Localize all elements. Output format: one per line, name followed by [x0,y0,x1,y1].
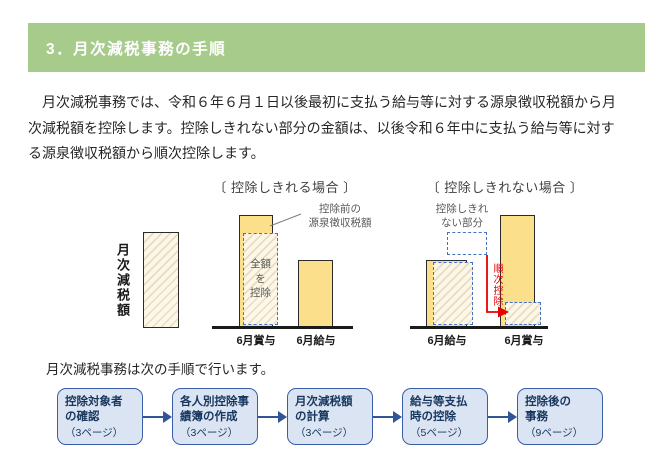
overlay-text-line-3: 控除 [250,287,271,300]
flow-arrowhead-icon [163,410,172,423]
overlay-text-line-1: 全額 [250,257,271,270]
flow-step-5-title-line-2: 事務 [525,410,548,423]
flow-step-4: 給与等支払 時の控除 （5ページ） [402,388,488,445]
flow-step-3-page: （3ページ） [295,427,354,440]
flow-step-4-title-line-2: 時の控除 [410,410,456,423]
flow-step-1-page: （3ページ） [65,427,124,440]
shortfall-line-1: 控除しきれ [435,203,489,215]
intro-line-2: 次減税額を控除します。控除しきれない部分の金額は、以後令和６年中に支払う給与等に… [28,119,615,136]
right-bar1-label: 6月給与 [427,335,467,347]
flow-step-3-title-line-2: の計算 [295,410,330,423]
flow-arrow-line [143,415,165,418]
right-bar2-label: 6月賞与 [504,335,544,347]
shortfall-line-2: ない部分 [441,217,483,230]
june-salary-bar-left-diagram [298,260,333,328]
flow-arrow-line [488,415,510,418]
callout-leader-line [269,213,302,227]
callout-line-2: 源泉徴収税額 [308,217,372,230]
flow-step-4-page: （5ページ） [410,427,469,440]
intro-line-3: る源泉徴収税額から順次控除します。 [28,145,265,161]
flow-step-5-page: （9ページ） [525,427,584,440]
flow-step-2: 各人別控除事 績簿の作成 （3ページ） [172,388,258,445]
flow-step-4-title-line-1: 給与等支払 [410,396,468,408]
procedure-flowchart: 控除対象者 の確認 （3ページ） 各人別控除事 績簿の作成 （3ページ） 月次減… [57,388,603,445]
flow-arrow-icon [258,388,287,445]
left-diagram-caption: 〔 控除しきれる場合 〕 [213,180,357,195]
flow-step-1-title-line-2: の確認 [65,410,100,423]
section-title: 3．月次減税事務の手順 [46,40,227,58]
flow-step-2-title-line-1: 各人別控除事 [180,396,249,408]
carryover-deduction-box [505,302,541,325]
flow-arrowhead-icon [278,410,287,423]
flow-arrow-line [373,415,395,418]
flow-step-2-title-line-2: 績簿の作成 [180,410,238,423]
flow-step-2-page: （3ページ） [180,427,239,440]
flow-arrow-icon [488,388,517,445]
flow-step-3: 月次減税額 の計算 （3ページ） [287,388,373,445]
left-bar2-label: 6月給与 [296,335,336,347]
right-diagram-baseline [410,326,548,329]
sequential-deduction-label: 順次控除 [491,263,502,307]
diagram-area: 〔 控除しきれる場合 〕 〔 控除しきれない場合 〕 月次減税額 全額 を 控除… [0,175,665,355]
flow-step-1: 控除対象者 の確認 （3ページ） [57,388,143,445]
flow-arrowhead-icon [393,410,402,423]
flow-arrow-icon [373,388,402,445]
monthly-reduction-axis-label: 月次減税額 [115,243,130,318]
callout-line-1: 控除前の [319,203,361,215]
steps-intro-text: 月次減税事務は次の手順で行います。 [46,362,275,377]
flow-step-1-title-line-1: 控除対象者 [65,396,123,408]
monthly-reduction-amount-bar [143,232,179,328]
salary-deduction-overlay [433,262,473,325]
intro-line-1: 月次減税事務では、令和６年６月１日以後最初に支払う給与等に対する源泉徴収税額から… [28,94,616,110]
flow-arrow-icon [143,388,172,445]
flow-step-5-title-line-1: 控除後の [525,396,571,408]
shortfall-dashed-box [447,232,487,255]
flow-arrow-line [258,415,280,418]
flow-step-3-title-line-1: 月次減税額 [295,396,353,408]
shortfall-note: 控除しきれ ない部分 [430,202,494,230]
pre-deduction-withholding-callout: 控除前の 源泉徴収税額 [299,202,381,230]
left-diagram-baseline [212,326,353,329]
right-diagram-caption: 〔 控除しきれない場合 〕 [426,180,584,195]
flow-arrowhead-icon [508,410,517,423]
section-header-bar: 3．月次減税事務の手順 [28,23,645,72]
full-deduction-overlay: 全額 を 控除 [243,233,278,325]
flow-step-5: 控除後の 事務 （9ページ） [517,388,603,445]
intro-paragraph: 月次減税事務では、令和６年６月１日以後最初に支払う給与等に対する源泉徴収税額から… [28,90,644,167]
overlay-text-line-2: を [255,272,266,285]
left-bar1-label: 6月賞与 [236,335,276,347]
